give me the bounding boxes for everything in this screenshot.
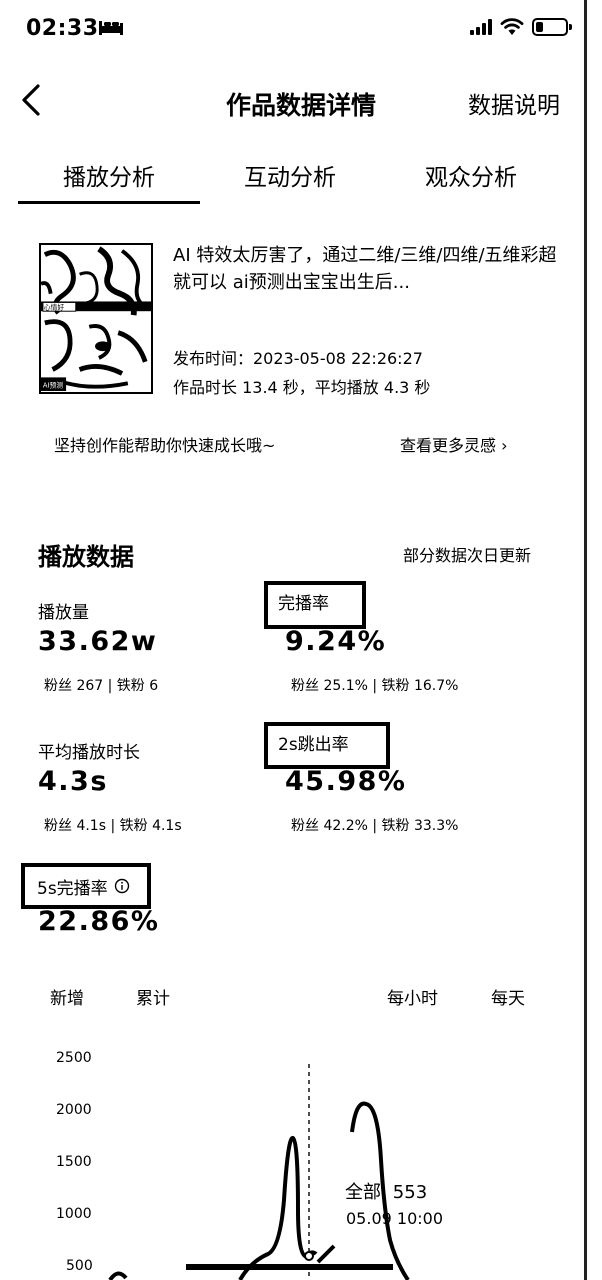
growth-tip: 坚持创作能帮助你快速成长哦~ [54,436,276,455]
y-tick-500: 500 [66,1258,93,1274]
page-edge-divider [584,0,587,1280]
completion5s-label-box: 5s完播率 [21,863,151,909]
sleep-mode-icon [99,21,123,35]
y-tick-1000: 1000 [56,1206,92,1222]
video-thumbnail[interactable]: 心情好 AI预测 [39,243,153,394]
tooltip-value: 全部: 553 [345,1182,428,1203]
bounce-value: 45.98% [285,766,407,797]
bounce-label: 2s跳出率 [278,735,349,755]
chart-tab-daily[interactable]: 每天 [491,989,525,1009]
tooltip-time: 05.09 10:00 [346,1209,443,1228]
series-line-peak1 [238,1135,318,1280]
bounce-sub: 粉丝 42.2% | 铁粉 33.3% [291,818,459,834]
battery-icon [532,18,572,36]
more-inspiration-link[interactable]: 查看更多灵感 › [400,436,508,455]
video-duration: 作品时长 13.4 秒，平均播放 4.3 秒 [173,378,431,397]
avg-time-sub: 粉丝 4.1s | 铁粉 4.1s [44,818,182,834]
series-line-mid [316,1244,336,1264]
info-icon[interactable] [114,878,130,894]
status-indicators [470,18,572,36]
completion-sub: 粉丝 25.1% | 铁粉 16.7% [291,678,459,694]
publish-time: 发布时间：2023-05-08 22:26:27 [173,349,423,368]
status-time: 02:33 [26,16,99,41]
chart-tab-new[interactable]: 新增 [50,989,84,1009]
series-line-left [108,1271,128,1280]
tab-play-analysis[interactable]: 播放分析 [63,165,155,191]
tab-audience-analysis[interactable]: 观众分析 [425,165,517,191]
crosshair-point [304,1251,314,1261]
y-tick-1500: 1500 [56,1154,92,1170]
plays-value: 33.62w [38,626,158,657]
completion5s-value: 22.86% [38,906,160,937]
thumb-badge-bottom: AI预测 [43,381,63,390]
chart-tab-total[interactable]: 累计 [136,989,170,1009]
tab-interaction-analysis[interactable]: 互动分析 [244,165,336,191]
back-arrow-icon[interactable] [16,82,46,118]
plays-label: 播放量 [38,603,89,623]
completion5s-label: 5s完播率 [37,878,108,899]
avg-time-label: 平均播放时长 [38,743,140,763]
thumb-badge-top: 心情好 [44,303,64,312]
chart-tab-hourly[interactable]: 每小时 [387,989,438,1009]
active-tab-indicator [18,201,200,204]
completion-value: 9.24% [285,626,387,657]
video-title[interactable]: AI 特效太厉害了，通过二维/三维/四维/五维彩超就可以 ai预测出宝宝出生后.… [173,245,557,293]
completion-label: 完播率 [278,594,329,614]
page-title: 作品数据详情 [225,91,376,120]
section-note: 部分数据次日更新 [403,546,532,565]
plays-sub: 粉丝 267 | 铁粉 6 [44,678,159,694]
y-tick-2000: 2000 [56,1102,92,1118]
series-line-peak2 [350,1101,410,1280]
data-explanation-link[interactable]: 数据说明 [468,93,560,119]
section-title: 播放数据 [38,543,134,571]
y-tick-2500: 2500 [56,1050,92,1066]
wifi-icon [500,18,524,35]
cellular-signal-icon [470,19,492,35]
plays-chart[interactable]: 2500 2000 1500 1000 500 [0,1040,602,1280]
bounce-label-box: 2s跳出率 [264,722,390,769]
avg-time-value: 4.3s [38,766,108,797]
completion-label-box: 完播率 [264,581,366,629]
